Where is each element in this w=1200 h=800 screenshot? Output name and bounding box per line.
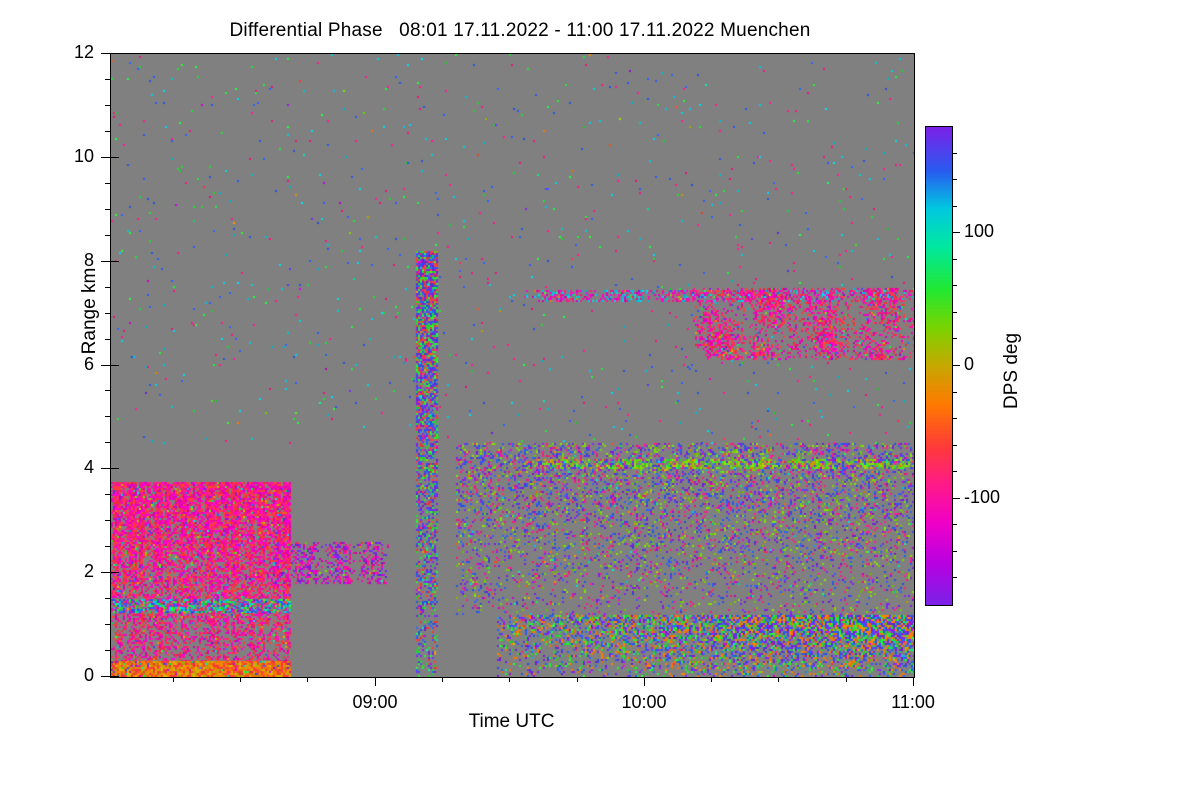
- colorbar-canvas: [926, 127, 952, 605]
- colorbar-tick-minor: [952, 577, 957, 578]
- y-axis-tick-label: 0: [83, 665, 94, 685]
- y-axis-tick-minor: [105, 390, 110, 391]
- colorbar-tick-minor: [952, 259, 957, 260]
- y-axis-tick-minor: [105, 624, 110, 625]
- y-axis-tick-major-inner: [110, 468, 119, 469]
- y-axis-tick-minor: [105, 131, 110, 132]
- y-axis-tick-minor: [105, 235, 110, 236]
- y-axis-tick-major: [101, 157, 110, 158]
- x-axis-tick-major: [913, 677, 914, 686]
- colorbar-tick-minor: [952, 418, 957, 419]
- y-axis-tick-label: 12: [73, 42, 94, 62]
- colorbar-tick-major: [952, 498, 960, 499]
- colorbar-tick-minor: [952, 338, 957, 339]
- y-axis-tick-major-inner: [110, 53, 119, 54]
- y-axis-tick-major: [101, 261, 110, 262]
- colorbar-tick-major: [952, 365, 960, 366]
- page-title: Differential Phase 08:01 17.11.2022 - 11…: [229, 20, 811, 41]
- colorbar-tick-minor: [952, 445, 957, 446]
- y-axis-tick-major: [101, 53, 110, 54]
- x-axis-tick-label: 11:00: [891, 692, 935, 712]
- y-axis-tick-minor: [105, 598, 110, 599]
- y-axis-tick-minor: [105, 313, 110, 314]
- y-axis-tick-minor: [105, 183, 110, 184]
- y-axis-tick-minor: [105, 650, 110, 651]
- y-axis-tick-minor: [105, 546, 110, 547]
- x-axis-tick-label: 09:00: [352, 692, 398, 712]
- colorbar-tick-minor: [952, 206, 957, 207]
- y-axis-tick-major-inner: [110, 572, 119, 573]
- y-axis-tick-major-inner: [110, 365, 119, 366]
- x-axis-tick-minor: [442, 677, 443, 682]
- colorbar-tick-minor: [952, 524, 957, 525]
- y-axis-tick-minor: [105, 287, 110, 288]
- heatmap-plot-area: [110, 53, 915, 678]
- y-axis-tick-major: [101, 572, 110, 573]
- x-axis-tick-minor: [778, 677, 779, 682]
- colorbar: [925, 126, 953, 606]
- x-axis-tick-minor: [240, 677, 241, 682]
- colorbar-tick-minor: [952, 179, 957, 180]
- x-axis-tick-minor: [509, 677, 510, 682]
- colorbar-tick-minor: [952, 312, 957, 313]
- y-axis-tick-label: 4: [83, 457, 94, 477]
- heatmap-canvas: [111, 54, 914, 677]
- x-axis-tick-label: 10:00: [621, 692, 667, 712]
- colorbar-tick-label: 100: [964, 221, 995, 241]
- y-axis-tick-minor: [105, 520, 110, 521]
- y-axis-tick-major: [101, 365, 110, 366]
- colorbar-tick-minor: [952, 392, 957, 393]
- y-axis-tick-minor: [105, 105, 110, 106]
- y-axis-tick-label: 8: [83, 250, 94, 270]
- x-axis-tick-minor: [846, 677, 847, 682]
- y-axis-tick-label: 6: [83, 354, 94, 374]
- y-axis-tick-major-inner: [110, 157, 119, 158]
- x-axis-tick-minor: [711, 677, 712, 682]
- y-axis-tick-minor: [105, 209, 110, 210]
- colorbar-tick-minor: [952, 551, 957, 552]
- y-axis-tick-minor: [105, 494, 110, 495]
- y-axis-title: Range km: [79, 267, 100, 355]
- y-axis-tick-label: 10: [73, 146, 94, 166]
- colorbar-title: DPS deg: [1001, 332, 1022, 410]
- y-axis-tick-major-inner: [110, 676, 119, 677]
- y-axis-tick-major: [101, 676, 110, 677]
- y-axis-tick-minor: [105, 79, 110, 80]
- x-axis-tick-major: [375, 677, 376, 686]
- y-axis-tick-label: 2: [83, 561, 94, 581]
- y-axis-tick-minor: [105, 339, 110, 340]
- x-axis-tick-major: [644, 677, 645, 686]
- y-axis-tick-major-inner: [110, 261, 119, 262]
- colorbar-tick-major: [952, 232, 960, 233]
- colorbar-tick-label: -100: [964, 487, 1001, 507]
- x-axis-tick-minor: [307, 677, 308, 682]
- x-axis-title: Time UTC: [468, 711, 555, 732]
- colorbar-tick-minor: [952, 471, 957, 472]
- y-axis-tick-major: [101, 468, 110, 469]
- x-axis-tick-minor: [173, 677, 174, 682]
- x-axis-tick-minor: [577, 677, 578, 682]
- colorbar-tick-minor: [952, 285, 957, 286]
- y-axis-tick-minor: [105, 416, 110, 417]
- colorbar-tick-minor: [952, 153, 957, 154]
- colorbar-tick-label: 0: [964, 354, 975, 374]
- y-axis-tick-minor: [105, 442, 110, 443]
